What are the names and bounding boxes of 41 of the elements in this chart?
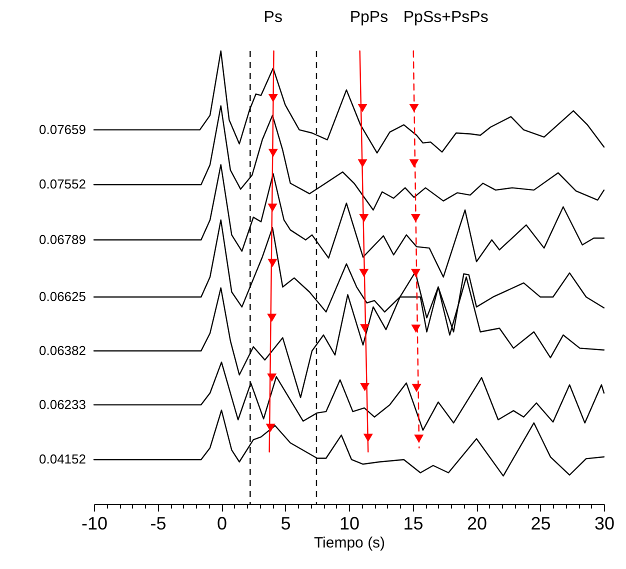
point (409, 159, 419, 168)
point (360, 383, 370, 392)
point (410, 214, 420, 222)
point (268, 204, 278, 212)
point (268, 258, 278, 268)
series-label: 0.06625 (39, 288, 86, 304)
point (358, 104, 368, 112)
point (358, 159, 368, 168)
series-label: 0.07659 (39, 122, 86, 137)
x-tick-label: 0 (216, 514, 228, 534)
series-label: Ps (264, 9, 282, 26)
series-label: 0.06233 (39, 396, 86, 412)
point (363, 434, 373, 442)
point (268, 148, 278, 158)
point (266, 424, 276, 432)
series-label: 0.07552 (39, 176, 86, 192)
x-tick-label: -10 (81, 514, 108, 534)
series-label: 0.06382 (39, 342, 86, 358)
x-tick-label: 10 (339, 514, 360, 534)
x-tick-label: 25 (530, 514, 551, 534)
series-label: 0.04152 (39, 452, 86, 467)
point (411, 324, 421, 333)
point (267, 314, 277, 322)
point (410, 268, 420, 278)
point (267, 374, 277, 382)
point (414, 434, 424, 443)
series-label: PpSs+PsPs (403, 9, 488, 26)
series-label: PpPs (350, 9, 388, 26)
x-tick-label: 20 (466, 514, 488, 534)
x-tick-label: 5 (280, 514, 291, 534)
point (359, 268, 369, 278)
x-tick-label: -5 (150, 514, 166, 534)
x-tick-label: 15 (403, 514, 424, 534)
point (359, 214, 369, 222)
point (412, 384, 422, 392)
point (360, 324, 370, 332)
point (409, 104, 419, 112)
x-axis-title: Tiempo (s) (314, 534, 386, 552)
x-tick-label: 30 (594, 514, 615, 534)
point (268, 94, 278, 102)
series-label: 0.06789 (39, 232, 86, 247)
